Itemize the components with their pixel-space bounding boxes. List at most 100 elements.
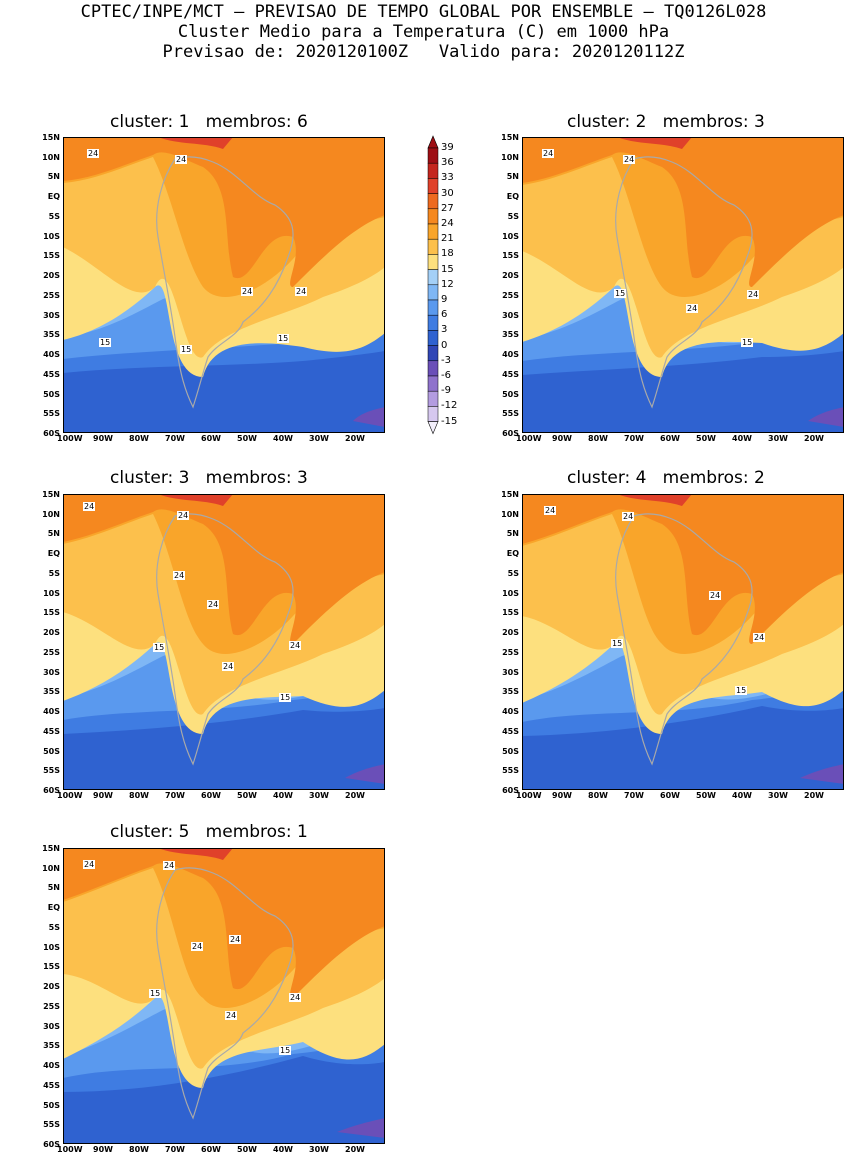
latitude-label: 30S xyxy=(502,667,519,677)
longitude-label: 100W xyxy=(516,791,542,800)
colorbar-tick-label: 27 xyxy=(441,202,454,214)
longitude-label: 90W xyxy=(552,434,572,443)
band-red-30 xyxy=(617,137,692,149)
map-panel-5 xyxy=(63,848,385,1144)
band-red-30 xyxy=(158,848,233,860)
colorbar-tick-label: 3 xyxy=(441,324,448,336)
latitude-label: 10S xyxy=(502,588,519,598)
colorbar-box xyxy=(427,345,439,362)
contour-label: 24 xyxy=(241,287,254,296)
contour-label: 24 xyxy=(173,571,186,580)
contour-label: 15 xyxy=(741,338,754,347)
colorbar-tick-label: 33 xyxy=(441,172,454,184)
colorbar-tick-label: 12 xyxy=(441,278,454,290)
contour-label: 24 xyxy=(225,1011,238,1020)
longitude-label: 100W xyxy=(516,434,542,443)
latitude-label: 50S xyxy=(502,746,519,756)
contour-label: 15 xyxy=(180,345,193,354)
longitude-label: 40W xyxy=(273,791,293,800)
colorbar-box xyxy=(427,193,439,210)
contour-label: 24 xyxy=(622,512,635,521)
longitude-label: 70W xyxy=(165,791,185,800)
longitude-label: 50W xyxy=(237,791,257,800)
latitude-label: 25S xyxy=(502,647,519,657)
latitude-label: 40S xyxy=(43,350,60,360)
panel-title-2: cluster: 2 membros: 3 xyxy=(567,112,765,132)
contour-label: 24 xyxy=(222,662,235,671)
contour-label: 24 xyxy=(83,860,96,869)
latitude-label: 20S xyxy=(502,271,519,281)
coastline xyxy=(156,156,294,409)
longitude-label: 30W xyxy=(309,434,329,443)
latitude-label: 15N xyxy=(42,490,60,499)
contour-label: 15 xyxy=(153,643,166,652)
longitude-label: 40W xyxy=(732,434,752,443)
contour-label: 15 xyxy=(735,686,748,695)
latitude-label: 15S xyxy=(43,251,60,261)
coastline xyxy=(615,156,753,409)
latitude-label: 45S xyxy=(43,1080,60,1090)
latitude-label: 10N xyxy=(42,152,60,162)
latitude-label: 50S xyxy=(43,746,60,756)
latitude-label: EQ xyxy=(47,192,60,202)
colorbar-tick-label: 24 xyxy=(441,218,454,229)
contour-label: 24 xyxy=(753,633,766,642)
longitude-label: 20W xyxy=(345,1145,365,1154)
header-line-1: CPTEC/INPE/MCT – PREVISAO DE TEMPO GLOBA… xyxy=(80,2,767,22)
band-orange-27 xyxy=(522,494,844,644)
contour-label: 24 xyxy=(623,155,636,164)
latitude-label: 50S xyxy=(43,389,60,399)
panel-title-3: cluster: 3 membros: 3 xyxy=(110,468,308,488)
colorbar-box xyxy=(427,390,439,407)
contour-label: 24 xyxy=(191,942,204,951)
latitude-label: 5N xyxy=(506,172,519,182)
colorbar-tick-label: -15 xyxy=(441,415,458,427)
colorbar-tick-label: 0 xyxy=(441,339,448,351)
contour-label: 15 xyxy=(611,639,624,648)
contour-label: 24 xyxy=(544,506,557,515)
colorbar-box xyxy=(427,223,439,240)
longitude-label: 90W xyxy=(93,1145,113,1154)
longitude-label: 70W xyxy=(624,791,644,800)
longitude-label: 50W xyxy=(696,791,716,800)
band-red-30 xyxy=(158,494,233,506)
latitude-label: EQ xyxy=(47,903,60,913)
latitude-label: 15N xyxy=(501,490,519,499)
contour-label: 15 xyxy=(99,338,112,347)
longitude-label: 60W xyxy=(201,1145,221,1154)
longitude-label: 60W xyxy=(660,434,680,443)
colorbar-bottom-arrow xyxy=(427,421,439,435)
latitude-label: 5S xyxy=(48,568,60,578)
band-purple-0 xyxy=(800,764,844,784)
latitude-label: 20S xyxy=(502,628,519,638)
latitude-label: 55S xyxy=(43,409,60,419)
latitude-label: 15S xyxy=(502,608,519,618)
panel-title-4: cluster: 4 membros: 2 xyxy=(567,468,765,488)
latitude-label: 35S xyxy=(502,687,519,697)
latitude-label: 5N xyxy=(47,529,60,539)
latitude-label: 10S xyxy=(43,231,60,241)
latitude-label: 50S xyxy=(43,1100,60,1110)
latitude-label: 25S xyxy=(43,647,60,657)
colorbar-tick-label: -9 xyxy=(441,385,451,397)
latitude-label: 5N xyxy=(506,529,519,539)
latitude-label: 45S xyxy=(43,369,60,379)
colorbar-tick-label: -3 xyxy=(441,354,451,366)
longitude-label: 70W xyxy=(165,434,185,443)
temperature-map-2 xyxy=(522,137,844,433)
latitude-label: 40S xyxy=(502,707,519,717)
map-frame xyxy=(522,494,844,790)
colorbar-tick-label: -12 xyxy=(441,400,458,412)
colorbar-tick-label: 21 xyxy=(441,233,454,245)
latitude-label: 10N xyxy=(42,863,60,873)
latitude-label: 25S xyxy=(502,290,519,300)
contour-label: 24 xyxy=(177,511,190,520)
contour-label: 15 xyxy=(279,693,292,702)
latitude-label: 30S xyxy=(43,310,60,320)
longitude-label: 20W xyxy=(345,434,365,443)
latitude-label: 10N xyxy=(42,509,60,519)
latitude-label: 30S xyxy=(43,1021,60,1031)
latitude-label: 10N xyxy=(501,152,519,162)
contour-label: 24 xyxy=(229,935,242,944)
latitude-label: 30S xyxy=(43,667,60,677)
